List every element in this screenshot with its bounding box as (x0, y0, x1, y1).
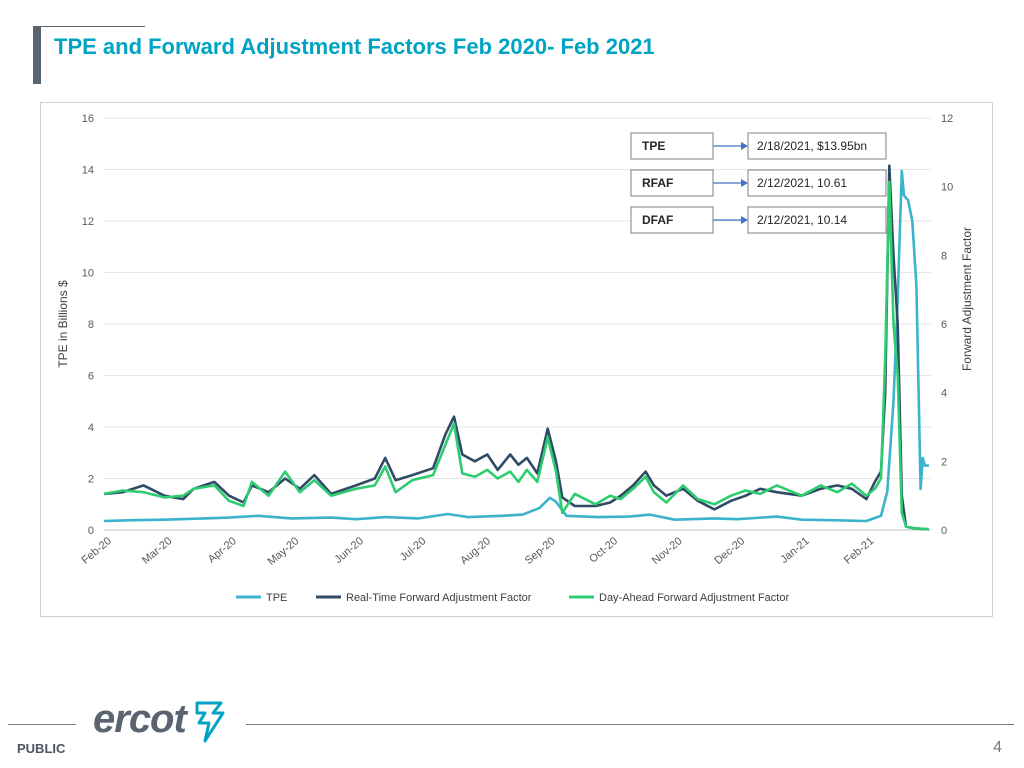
lightning-bolt-icon (195, 701, 225, 743)
y2-tick-label: 12 (941, 113, 953, 125)
title-accent-bar (33, 26, 41, 84)
x-tick-label: Dec-20 (712, 535, 747, 567)
y-tick-label: 2 (88, 474, 94, 486)
legend-label: Day-Ahead Forward Adjustment Factor (599, 592, 789, 604)
annotation-label: DFAF (642, 213, 673, 227)
x-tick-label: Feb-20 (80, 535, 114, 567)
legend-label: Real-Time Forward Adjustment Factor (346, 592, 532, 604)
y2-tick-label: 4 (941, 388, 947, 400)
y-tick-label: 12 (82, 216, 94, 228)
y2-tick-label: 2 (941, 456, 947, 468)
x-tick-label: Mar-20 (140, 535, 174, 567)
footer-rule-right (246, 724, 1014, 725)
annotation-label-box (630, 132, 714, 160)
annotation-value-box (747, 132, 887, 160)
page-number: 4 (993, 739, 1002, 756)
y-tick-label: 14 (82, 165, 94, 177)
chart-frame: 0 2 4 6 8 10 12 14 16 0 2 4 6 8 10 12 TPE in Billions $ F… (40, 102, 993, 617)
title-accent-rule (41, 26, 145, 27)
annotation-value-box (747, 169, 887, 197)
series-line-day-ahead-forward-adjustment-factor (103, 180, 929, 531)
classification-label: PUBLIC (17, 741, 66, 756)
chart: 0 2 4 6 8 10 12 14 16 0 2 4 6 8 10 12 TPE in Billions $ F… (56, 113, 974, 604)
x-tick-label: Nov-20 (650, 535, 685, 567)
x-tick-label: Oct-20 (587, 535, 620, 565)
annotation-label: RFAF (642, 176, 673, 190)
series-line-tpe (103, 169, 929, 523)
annotation-value: 2/18/2021, $13.95bn (757, 139, 867, 153)
annotation-value-box (747, 206, 887, 234)
x-tick-label: Feb-21 (842, 535, 876, 567)
annotation-arrowhead (741, 142, 748, 150)
y-tick-label: 10 (82, 268, 94, 280)
slide-title: TPE and Forward Adjustment Factors Feb 2… (54, 34, 655, 59)
x-tick-label: Apr-20 (206, 535, 239, 565)
y2-tick-label: 8 (941, 250, 947, 262)
footer-rule-left (8, 724, 76, 725)
y-tick-label: 4 (88, 422, 94, 434)
x-tick-label: Jun-20 (333, 535, 366, 566)
annotation-value: 2/12/2021, 10.61 (757, 176, 847, 190)
y-tick-label: 16 (82, 113, 94, 125)
logo-wordmark: ercot (93, 697, 187, 741)
x-tick-label: Jul-20 (398, 535, 429, 563)
y-tick-label: 8 (88, 319, 94, 331)
x-tick-label: Jan-21 (778, 535, 811, 566)
y-tick-label: 0 (88, 525, 94, 537)
y2-tick-label: 6 (941, 319, 947, 331)
y2-tick-label: 10 (941, 182, 953, 194)
y-axis-title: TPE in Billions $ (56, 280, 70, 368)
legend-label: TPE (266, 592, 287, 604)
x-tick-label: May-20 (266, 535, 302, 568)
annotation-arrowhead (741, 179, 748, 187)
annotation-label: TPE (642, 139, 665, 153)
x-tick-label: Aug-20 (458, 535, 493, 567)
ercot-logo: ercot (93, 697, 228, 747)
annotation-value: 2/12/2021, 10.14 (757, 213, 847, 227)
y2-tick-label: 0 (941, 525, 947, 537)
y-tick-label: 6 (88, 371, 94, 383)
y2-axis-title: Forward Adjustment Factor (960, 227, 974, 371)
x-tick-label: Sep-20 (523, 535, 558, 567)
annotation-arrowhead (741, 216, 748, 224)
annotation-label-box (630, 169, 714, 197)
annotation-label-box (630, 206, 714, 234)
